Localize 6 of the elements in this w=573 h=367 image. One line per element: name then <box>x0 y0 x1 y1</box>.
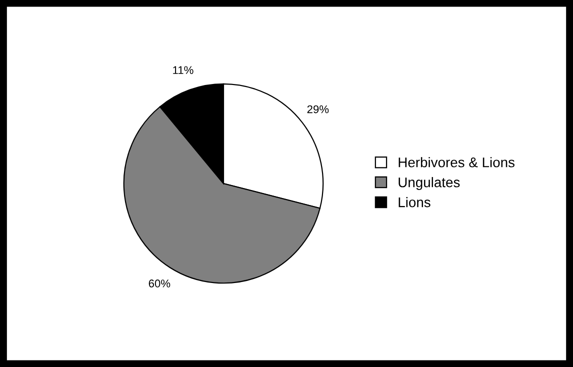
data-label: 29% <box>307 105 329 114</box>
legend-label: Lions <box>398 197 430 208</box>
legend-label: Ungulates <box>398 177 460 190</box>
legend-label: Herbivores & Lions <box>398 157 514 168</box>
data-label: 11% <box>173 66 194 74</box>
data-label: 60% <box>148 280 170 288</box>
